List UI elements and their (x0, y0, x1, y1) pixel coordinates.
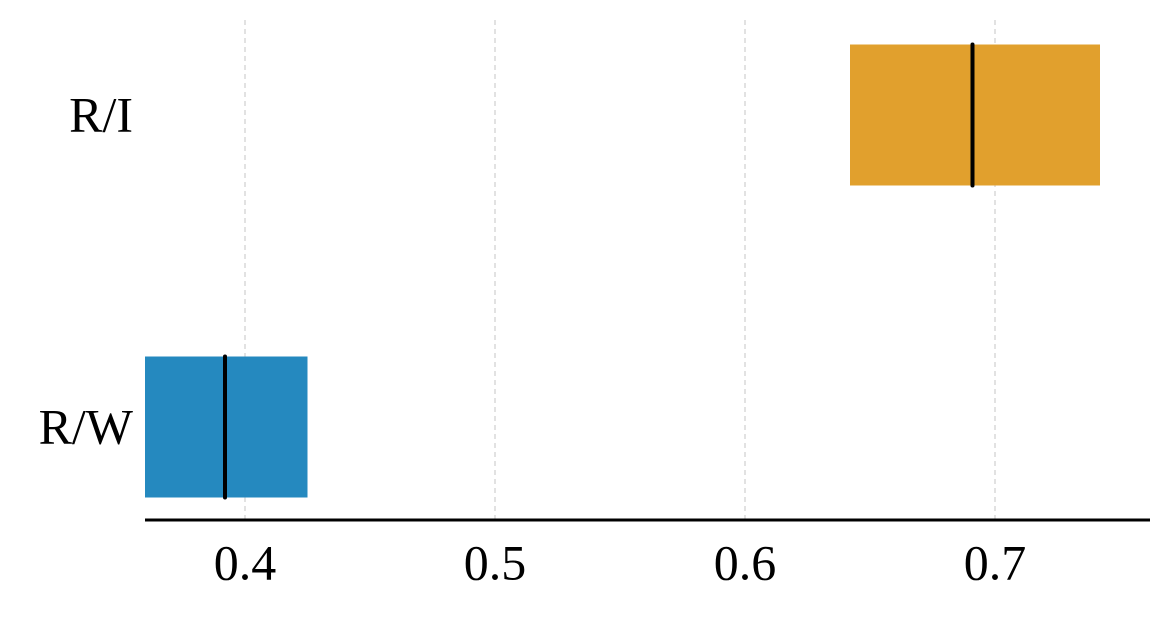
x-tick-label: 0.4 (214, 534, 277, 590)
y-tick-label: R/I (69, 86, 133, 142)
x-tick-label: 0.5 (464, 534, 527, 590)
box (850, 44, 1100, 186)
x-tick-label: 0.6 (714, 534, 777, 590)
x-tick-label: 0.7 (964, 534, 1027, 590)
y-tick-label: R/W (39, 398, 134, 454)
